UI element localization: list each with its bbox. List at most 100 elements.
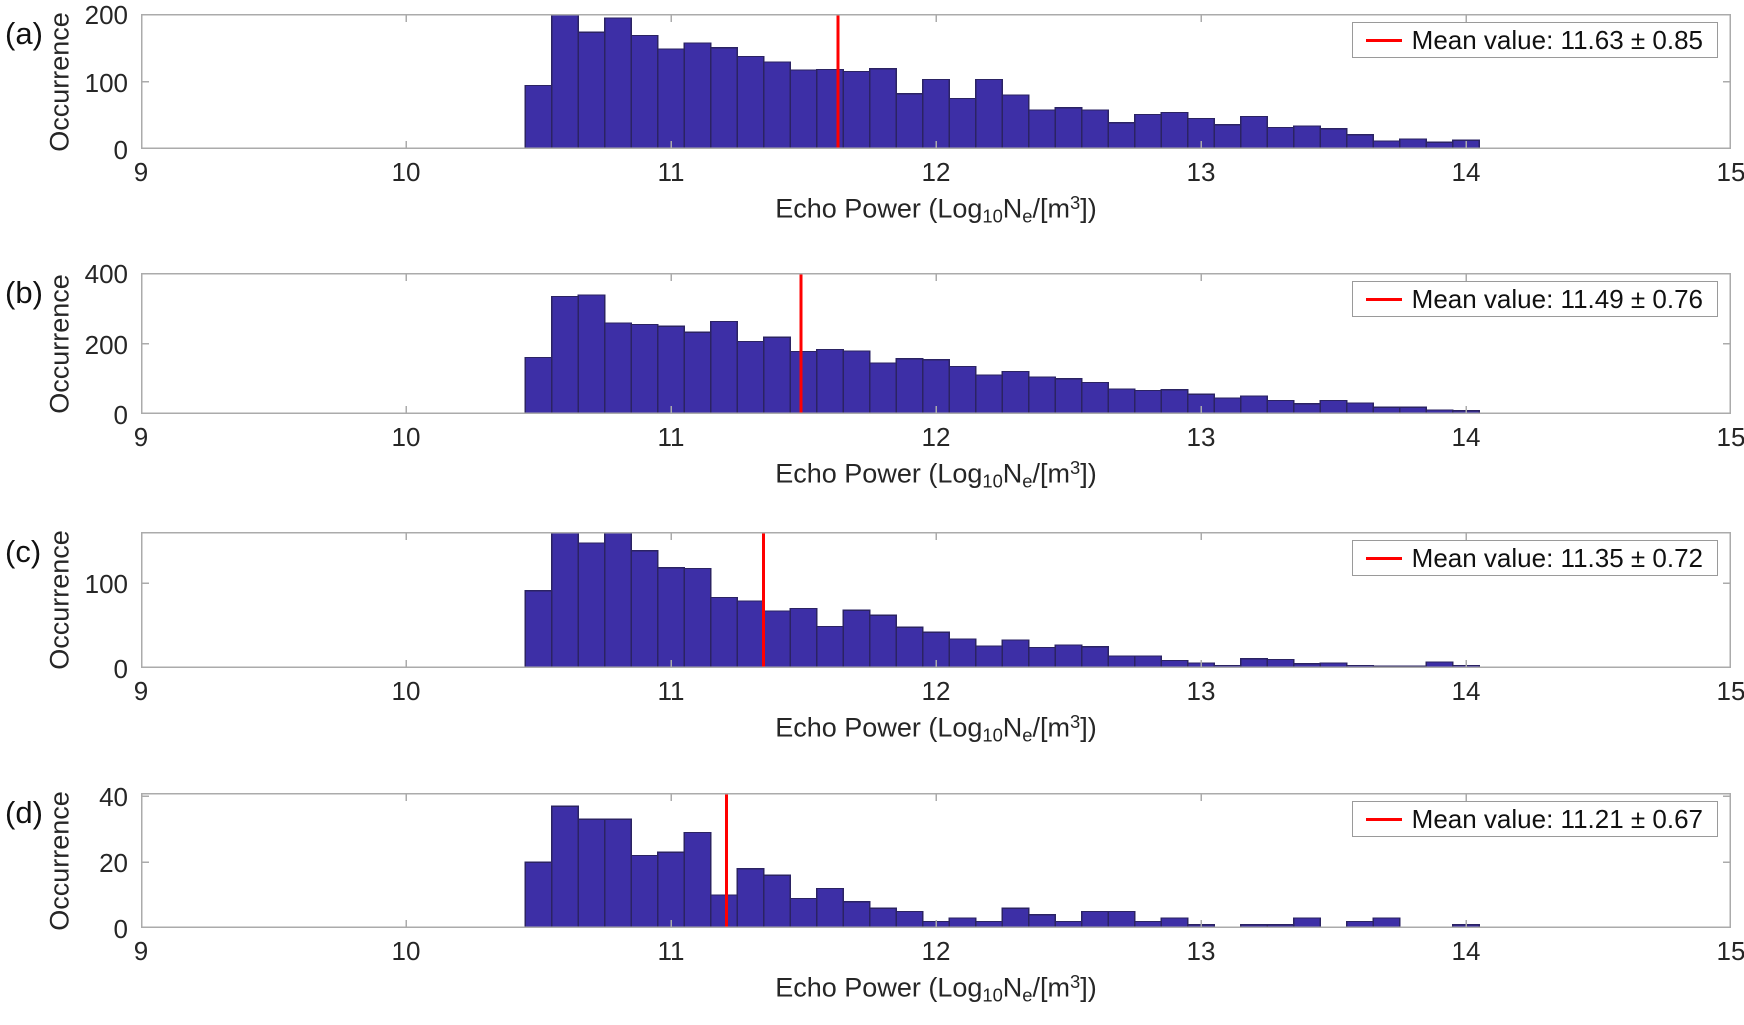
histogram-bar: [789, 897, 818, 928]
x-axis-label-part: N: [1002, 712, 1023, 743]
histogram-bar: [524, 861, 553, 928]
histogram-bar: [1028, 646, 1056, 668]
histogram-bar: [1213, 124, 1242, 149]
histogram-bar: [1081, 910, 1109, 928]
histogram-bar: [842, 901, 871, 928]
x-tick-label: 12: [921, 936, 951, 966]
histogram-bar: [895, 626, 924, 668]
histogram-bar: [657, 567, 685, 668]
histogram-bar: [710, 47, 738, 149]
histogram-bar: [1266, 126, 1295, 149]
histogram-bar: [1319, 400, 1348, 414]
histogram-plot-c: [141, 532, 1731, 668]
axes-box: [141, 793, 1731, 928]
x-tick-label: 14: [1451, 676, 1481, 706]
legend-label: Mean value: 11.49 ± 0.76: [1411, 284, 1703, 314]
histogram-bar: [1028, 914, 1056, 928]
histogram-bar: [551, 532, 579, 668]
x-tick-label: 11: [657, 676, 685, 706]
histogram-bar: [1346, 402, 1374, 414]
histogram-bar: [869, 68, 897, 149]
histogram-plot-b: [141, 273, 1731, 414]
x-tick-label: 10: [391, 422, 421, 452]
x-tick-label: 10: [391, 936, 421, 966]
legend-label: Mean value: 11.35 ± 0.72: [1411, 543, 1703, 573]
histogram-bar: [736, 55, 765, 149]
histogram-bar: [1134, 389, 1162, 414]
x-tick-label: 14: [1451, 936, 1481, 966]
legend-label: Mean value: 11.21 ± 0.67: [1411, 804, 1703, 834]
legend-b: Mean value: 11.49 ± 0.76: [1351, 281, 1718, 317]
histogram-bar: [683, 331, 712, 414]
y-tick-label: 400: [84, 259, 128, 289]
x-tick-label: 11: [657, 422, 685, 452]
x-tick-label: 13: [1186, 936, 1216, 966]
x-axis-label-part: N: [1002, 193, 1023, 224]
x-axis-label-part: Echo Power (Log: [775, 193, 983, 224]
x-tick-label: 12: [921, 157, 951, 187]
histogram-bar: [842, 350, 871, 414]
histogram-bar: [895, 93, 924, 149]
x-axis-label-part: 10: [982, 205, 1003, 227]
histogram-bar: [1293, 403, 1321, 414]
histogram-bar: [763, 61, 791, 149]
x-axis-label-part: 3: [1070, 192, 1081, 213]
histogram-bar: [816, 348, 844, 414]
x-axis-label-c: Echo Power (Log10Ne/[m3]): [141, 711, 1731, 746]
histogram-bar: [763, 610, 791, 668]
histogram-bar: [975, 78, 1003, 149]
histogram-bar: [1160, 389, 1189, 414]
x-axis-label-part: 10: [982, 724, 1003, 746]
histogram-bar: [524, 84, 553, 149]
legend-mean-line-swatch: [1365, 817, 1402, 821]
histogram-bar: [1054, 644, 1083, 668]
histogram-bar: [869, 362, 897, 414]
histogram-bar: [842, 70, 871, 149]
panel-letter-a: (a): [5, 16, 43, 51]
histogram-bar: [524, 590, 553, 668]
x-tick-label: 10: [391, 157, 421, 187]
histogram-bar: [948, 97, 977, 149]
histogram-bar: [1054, 378, 1083, 414]
x-tick-label: 13: [1186, 422, 1216, 452]
histogram-plot-d: [141, 793, 1731, 928]
panel-letter-c: (c): [5, 534, 42, 569]
x-tick-label: 11: [657, 936, 685, 966]
x-tick-label: 13: [1186, 157, 1216, 187]
x-axis-label-part: 3: [1070, 971, 1081, 992]
x-axis-label-part: Echo Power (Log: [775, 712, 983, 743]
x-axis-label-part: Echo Power (Log: [775, 458, 983, 489]
axes-box: [141, 532, 1731, 668]
x-axis-label-part: N: [1002, 972, 1023, 1003]
histogram-bar: [869, 614, 897, 668]
y-tick-label: 0: [113, 654, 128, 684]
histogram-bar: [975, 374, 1003, 414]
histogram-bar: [1266, 400, 1295, 414]
histogram-bar: [657, 851, 685, 928]
histogram-bar: [736, 600, 765, 668]
histogram-bar: [657, 48, 685, 149]
x-axis-label-part: 3: [1070, 711, 1081, 732]
y-tick-label: 0: [113, 135, 128, 165]
y-tick-label: 0: [113, 914, 128, 944]
histogram-bar: [1240, 395, 1268, 414]
x-tick-label: 14: [1451, 422, 1481, 452]
x-axis-label-part: /[m: [1032, 458, 1071, 489]
histogram-bar: [577, 542, 606, 668]
histogram-bar: [1028, 376, 1056, 414]
histogram-bar: [1240, 115, 1268, 149]
x-axis-label-part: e: [1022, 724, 1033, 746]
x-axis-label-part: /[m: [1032, 193, 1071, 224]
histogram-bar: [683, 831, 712, 928]
x-tick-label: 12: [921, 676, 951, 706]
histogram-bar: [1081, 646, 1109, 668]
histogram-bar: [1054, 107, 1083, 149]
x-axis-label-part: ]): [1080, 458, 1097, 489]
histogram-bar: [630, 323, 659, 414]
histogram-bar: [1346, 134, 1374, 149]
histogram-bar: [816, 625, 844, 668]
x-tick-label: 11: [657, 157, 685, 187]
x-axis-label-part: N: [1002, 458, 1023, 489]
histogram-bar: [1293, 125, 1321, 149]
legend-label: Mean value: 11.63 ± 0.85: [1411, 25, 1703, 55]
